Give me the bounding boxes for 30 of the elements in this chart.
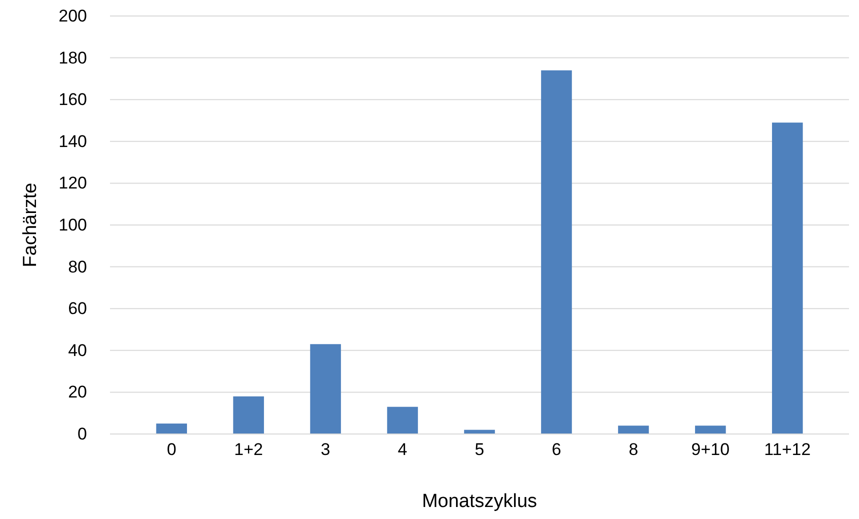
y-tick-label: 100 — [58, 215, 87, 234]
y-tick-label: 0 — [78, 424, 87, 444]
x-tick-label: 1+2 — [234, 440, 263, 459]
x-tick-label: 5 — [474, 440, 484, 459]
bar — [310, 344, 341, 434]
x-tick-label: 4 — [398, 440, 408, 459]
bar — [156, 424, 187, 434]
bar — [618, 426, 649, 434]
x-tick-label: 8 — [628, 440, 638, 459]
x-tick-label: 6 — [552, 440, 562, 459]
bar — [772, 122, 803, 434]
y-tick-label: 80 — [68, 257, 87, 276]
x-tick-label: 0 — [166, 440, 176, 459]
x-axis-title: Monatszyklus — [422, 491, 538, 512]
y-tick-label: 160 — [58, 90, 87, 110]
y-tick-label: 60 — [68, 299, 87, 318]
bar — [541, 70, 572, 434]
bar — [695, 426, 726, 434]
y-tick-label: 120 — [58, 174, 87, 193]
bar — [233, 396, 264, 434]
x-tick-label: 11+12 — [764, 440, 811, 459]
x-tick-label: 3 — [320, 440, 330, 459]
y-tick-label: 140 — [58, 132, 87, 151]
x-tick-label: 9+10 — [691, 440, 730, 459]
y-tick-label: 200 — [58, 6, 87, 26]
y-axis-title: Fachärzte — [20, 182, 41, 268]
bar — [387, 406, 418, 434]
y-tick-label: 20 — [68, 382, 87, 402]
y-tick-label: 40 — [68, 340, 87, 360]
y-tick-label: 180 — [58, 48, 87, 68]
